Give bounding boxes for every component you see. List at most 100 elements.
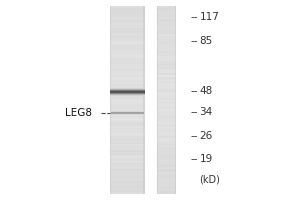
Bar: [110, 183, 145, 185]
Bar: [157, 6, 158, 194]
Bar: [110, 131, 145, 133]
Bar: [110, 156, 145, 158]
Bar: [157, 159, 176, 161]
Bar: [110, 61, 145, 62]
Bar: [157, 133, 176, 134]
Bar: [110, 42, 145, 44]
Bar: [110, 130, 145, 131]
Text: (kD): (kD): [200, 174, 220, 184]
Bar: [110, 103, 145, 105]
Bar: [110, 18, 145, 20]
Bar: [110, 145, 145, 147]
Bar: [157, 152, 176, 153]
Bar: [110, 159, 145, 161]
Bar: [157, 75, 176, 77]
Bar: [157, 9, 176, 11]
Bar: [157, 166, 176, 167]
Bar: [111, 114, 144, 115]
Bar: [110, 173, 145, 175]
Bar: [110, 31, 145, 33]
Bar: [110, 9, 145, 11]
Bar: [157, 108, 176, 109]
Bar: [110, 93, 145, 94]
Bar: [111, 111, 144, 112]
Bar: [110, 123, 145, 125]
Bar: [157, 186, 176, 188]
Bar: [110, 34, 145, 36]
Bar: [157, 81, 176, 83]
Bar: [110, 89, 145, 91]
Bar: [110, 23, 145, 25]
Bar: [110, 84, 145, 86]
Text: 85: 85: [200, 36, 213, 46]
Bar: [110, 6, 145, 8]
Bar: [157, 144, 176, 145]
Bar: [110, 114, 145, 116]
Bar: [110, 95, 145, 96]
Bar: [157, 150, 176, 152]
Bar: [157, 45, 176, 47]
Bar: [110, 39, 145, 40]
Bar: [157, 98, 176, 100]
Bar: [110, 177, 145, 178]
Bar: [157, 122, 176, 124]
Bar: [157, 114, 176, 116]
Bar: [157, 158, 176, 160]
Bar: [111, 112, 144, 113]
Bar: [157, 117, 176, 119]
Bar: [157, 136, 176, 138]
Bar: [110, 86, 145, 87]
Bar: [111, 114, 144, 115]
Bar: [157, 83, 176, 84]
Bar: [157, 180, 176, 181]
Bar: [110, 95, 145, 96]
Bar: [157, 34, 176, 36]
Bar: [157, 167, 176, 169]
Bar: [157, 191, 176, 192]
Bar: [110, 162, 145, 164]
Bar: [157, 181, 176, 183]
Bar: [157, 54, 176, 56]
Bar: [110, 20, 145, 22]
Bar: [110, 180, 145, 181]
Bar: [110, 188, 145, 189]
Bar: [157, 175, 176, 177]
Bar: [110, 53, 145, 55]
Bar: [110, 45, 145, 47]
Bar: [110, 87, 145, 89]
Text: 117: 117: [200, 12, 219, 22]
Bar: [110, 106, 145, 108]
Bar: [157, 43, 176, 45]
Bar: [110, 70, 145, 72]
Bar: [157, 131, 176, 133]
Bar: [110, 161, 145, 163]
Text: 26: 26: [200, 131, 213, 141]
Bar: [110, 75, 145, 77]
Bar: [157, 70, 176, 72]
Bar: [110, 97, 145, 98]
Bar: [157, 189, 176, 191]
Bar: [110, 141, 145, 142]
Bar: [111, 113, 144, 114]
Bar: [110, 167, 145, 169]
Bar: [111, 113, 144, 114]
Bar: [157, 42, 176, 44]
Bar: [110, 119, 145, 120]
Bar: [157, 58, 176, 59]
Bar: [110, 73, 145, 75]
Bar: [110, 54, 145, 56]
Bar: [110, 172, 145, 174]
Bar: [110, 47, 145, 48]
Bar: [110, 21, 145, 23]
Bar: [157, 78, 176, 80]
Bar: [110, 100, 145, 102]
Bar: [110, 72, 145, 73]
Bar: [110, 89, 145, 90]
Bar: [157, 106, 176, 108]
Bar: [110, 189, 145, 191]
Bar: [157, 125, 176, 127]
Bar: [110, 15, 145, 17]
Bar: [157, 120, 176, 122]
Bar: [110, 184, 145, 186]
Bar: [110, 83, 145, 84]
